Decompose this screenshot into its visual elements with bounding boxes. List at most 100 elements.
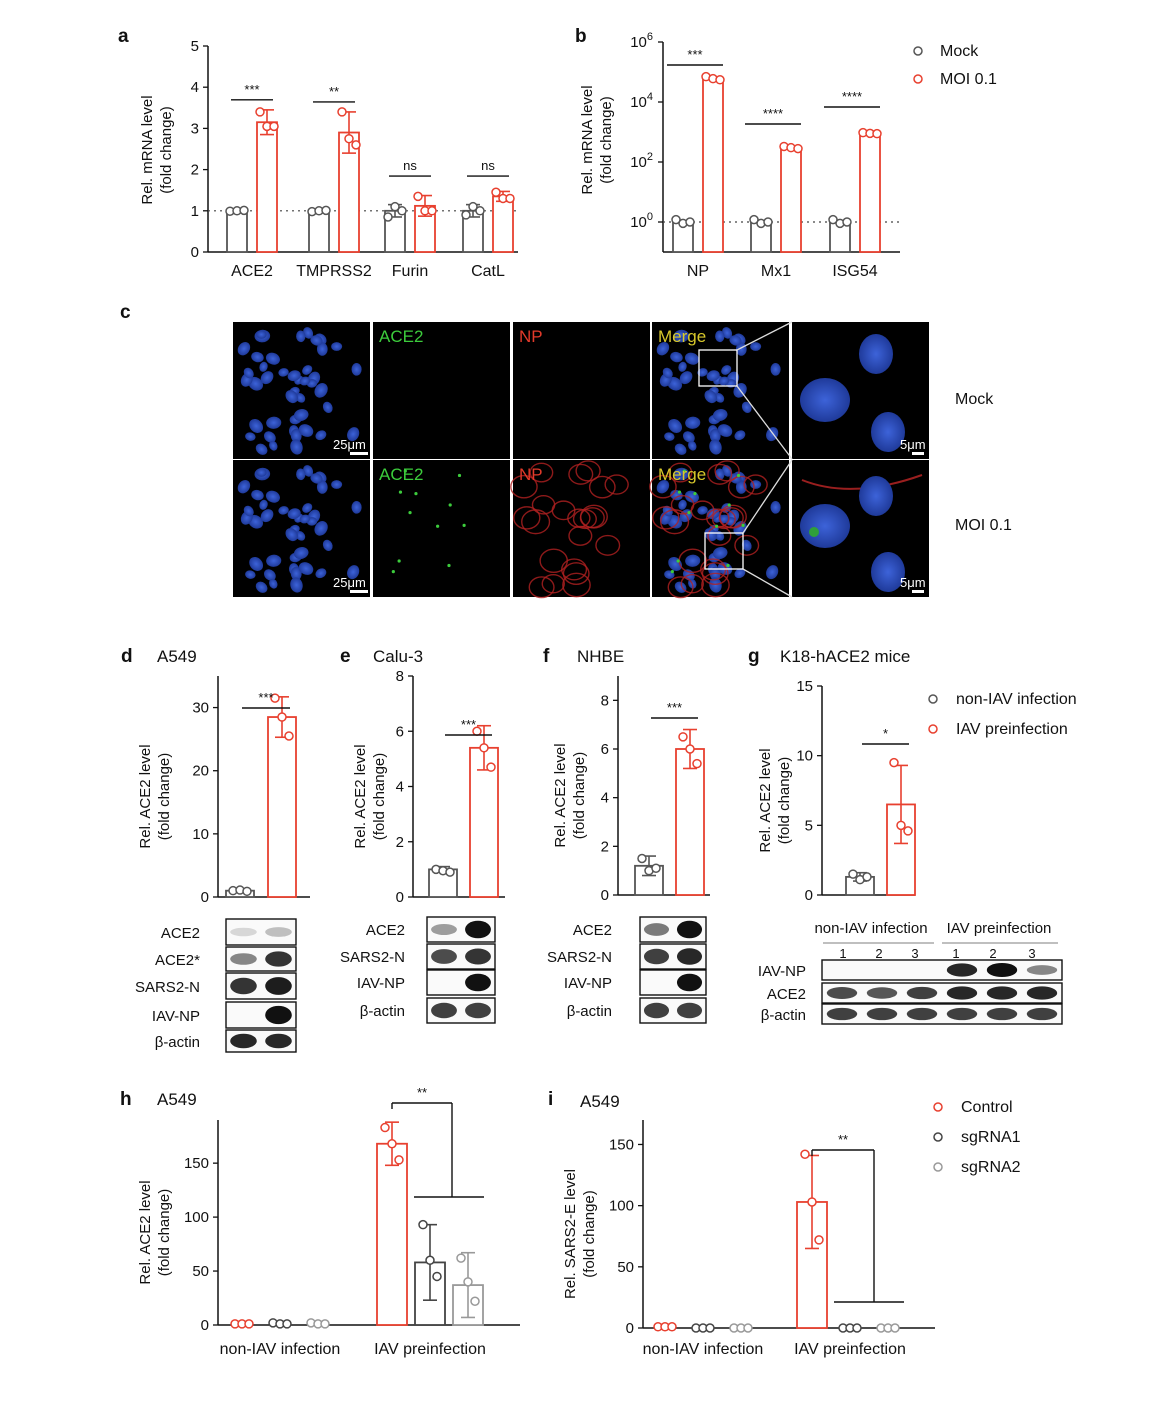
micrograph-0-1 [373, 322, 510, 459]
zoom-nucleus [871, 412, 905, 452]
np-signal [667, 576, 694, 599]
panel-label-d: d [121, 646, 133, 667]
point-f [651, 863, 661, 873]
category-label-a: TMPRSS2 [296, 263, 372, 280]
category-label-b: Mx1 [761, 263, 791, 280]
legend-marker-i [933, 1162, 943, 1172]
significance-b: **** [842, 89, 862, 104]
ace2-signal [741, 523, 745, 527]
ace2-signal [682, 469, 686, 473]
panel-label-i: i [548, 1089, 553, 1110]
ace2-signal [448, 503, 452, 507]
np-signal [680, 574, 704, 594]
y-tick-label-a: 1 [191, 203, 199, 220]
nucleus [255, 581, 268, 593]
nucleus [316, 342, 328, 356]
ace2-signal [736, 473, 741, 478]
nucleus [750, 342, 762, 351]
point-f [678, 732, 688, 742]
blot-label-f: SARS2-N [547, 949, 612, 966]
nucleus [264, 569, 276, 581]
y-tick-label-i: 50 [617, 1259, 634, 1276]
blot-g-1-band [826, 987, 858, 999]
micrograph-column-label: NP [519, 465, 543, 484]
np-signal [711, 508, 736, 530]
blot-group-header-g: IAV preinfection [947, 920, 1052, 937]
point-g [862, 872, 872, 882]
significance-i: ** [838, 1132, 848, 1147]
panel-label-a: a [118, 26, 129, 47]
blot-d-0 [225, 918, 297, 946]
title-h: A549 [157, 1090, 197, 1109]
np-signal [572, 508, 597, 530]
ace2-signal [447, 563, 451, 568]
nucleus [310, 473, 323, 484]
y-tick-label-e: 0 [396, 889, 404, 906]
zoom-scale-bar [912, 590, 924, 593]
nucleus [683, 431, 695, 443]
blot-e-0-band [431, 924, 457, 935]
blot-lane-label-g: 2 [875, 946, 882, 961]
blot-e-0-band [465, 920, 491, 939]
zoom-connector [742, 568, 793, 598]
nucleus [674, 443, 687, 455]
nucleus [678, 499, 687, 510]
nucleus [331, 480, 343, 489]
np-signal [528, 576, 555, 599]
blot-lane-label-g: 3 [1028, 946, 1035, 961]
ace2-signal [715, 524, 719, 528]
y-axis-label-i: Rel. SARS2-E level (fold change) [562, 1169, 598, 1299]
nucleus [670, 351, 683, 363]
nucleus [766, 565, 779, 580]
zoom-nucleus [859, 476, 893, 516]
np-signal [652, 506, 680, 530]
nucleus [709, 439, 722, 455]
blot-label-f: ACE2 [573, 922, 612, 939]
bar-d-IAV preinfection [267, 716, 297, 898]
ace2-signal [670, 570, 674, 574]
nucleus [684, 352, 699, 365]
point-d [270, 693, 280, 703]
blot-label-d: ACE2* [155, 952, 200, 969]
nucleus [298, 562, 314, 575]
nucleus [718, 376, 730, 386]
y-tick-label-f: 4 [601, 790, 609, 807]
blot-d-0-band [265, 927, 292, 937]
nucleus [347, 565, 360, 580]
nucleus [303, 465, 314, 477]
nucleus [265, 490, 280, 503]
bar-b-Mx1-MOI 0.1 [780, 146, 802, 253]
point-b [842, 217, 852, 227]
ace2-signal [687, 511, 691, 515]
chart-g: 0 5 10 15 Rel. ACE2 level (fold change) * non-I… [757, 678, 1077, 904]
micrograph-column-label: ACE2 [379, 327, 423, 346]
category-label-b: NP [687, 263, 709, 280]
y-tick-label-d: 20 [192, 763, 209, 780]
blot-d-4-band [230, 1033, 257, 1049]
nucleus [293, 547, 309, 560]
nucleus [298, 424, 314, 437]
nucleus [314, 383, 328, 398]
bar-f-IAV preinfection [675, 748, 705, 896]
nucleus [293, 409, 309, 422]
nucleus [269, 578, 278, 589]
blot-label-f: IAV-NP [564, 975, 612, 992]
np-signal [579, 504, 608, 529]
y-tick-label-d: 30 [192, 700, 209, 717]
nucleus [265, 352, 280, 365]
point-a [383, 212, 393, 222]
point-h [380, 1122, 390, 1133]
blot-g-2-band [986, 1007, 1018, 1021]
nucleus [688, 440, 697, 451]
blot-g-2-band [946, 1007, 978, 1021]
scale-bar [350, 590, 368, 593]
nucleus [245, 570, 256, 579]
blot-lane-label-g: 1 [952, 946, 959, 961]
chart-e: 0 2 4 6 8 Rel. ACE2 level (fold change) *** [352, 668, 505, 906]
blot-lane-label-g: 2 [989, 946, 996, 961]
y-tick-label-a: 0 [191, 244, 199, 261]
point-b [715, 75, 725, 85]
np-signal [541, 574, 565, 594]
title-g: K18-hACE2 mice [780, 647, 910, 666]
zoom-connector [736, 385, 793, 460]
